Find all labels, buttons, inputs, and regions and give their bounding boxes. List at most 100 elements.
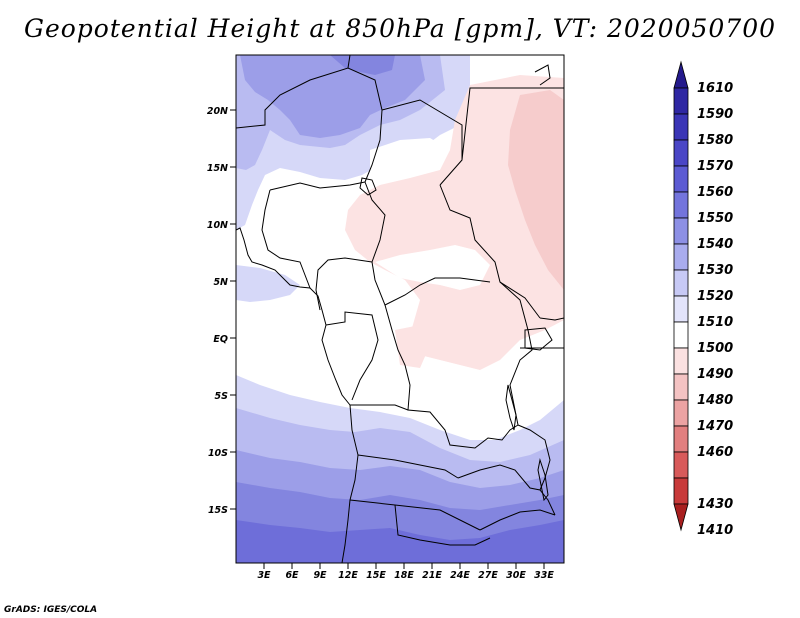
border-3 — [347, 55, 351, 69]
lat-tick-20n: 20N — [207, 106, 236, 117]
colorbar-segment — [673, 87, 689, 115]
lon-label: 18E — [394, 570, 414, 581]
border-21 — [394, 504, 491, 546]
lon-tick-9e: 9E — [313, 563, 327, 581]
lat-label: 10N — [207, 220, 228, 231]
colorbar-segment — [673, 217, 689, 245]
lon-tick-21e: 21E — [422, 563, 442, 581]
borders — [236, 55, 564, 563]
contour-1540-north — [240, 55, 425, 138]
colorbar-top-arrow — [673, 60, 689, 89]
lat-tick-15s: 15S — [208, 505, 236, 516]
lake-tanganyika — [505, 384, 517, 431]
lat-tick-15n: 15N — [207, 163, 236, 174]
colorbar-segment — [673, 347, 689, 375]
colorbar-label: 1570 — [697, 159, 733, 174]
lake-malawi — [537, 458, 549, 502]
colorbar-label: 1520 — [697, 289, 733, 304]
colorbar-segment — [673, 269, 689, 297]
lat-label: 10S — [208, 448, 228, 459]
colorbar-bottom-arrow — [673, 503, 689, 532]
colorbar-label: 1460 — [697, 445, 733, 460]
contour-1500-patch — [395, 325, 430, 368]
latitude-axis: 20N 15N 10N 5N EQ 5S 10S 15S — [207, 106, 236, 516]
lon-label: 9E — [313, 570, 327, 581]
lake-victoria — [524, 327, 553, 351]
lon-tick-24e: 24E — [450, 563, 470, 581]
border-18 — [517, 424, 551, 491]
lon-label: 21E — [422, 570, 442, 581]
lat-tick-10s: 10S — [208, 448, 236, 459]
lat-label: 15N — [207, 163, 228, 174]
border-10 — [325, 311, 379, 401]
lon-label: 6E — [285, 570, 299, 581]
colorbar-label: 1580 — [697, 133, 733, 148]
lon-tick-30e: 30E — [506, 563, 526, 581]
lon-label: 12E — [338, 570, 358, 581]
colorbar-segment — [673, 477, 689, 505]
longitude-axis: 3E 6E 9E 12E 15E 18E 21E 24E 27E 30E 33E — [257, 563, 554, 581]
coastline-west — [236, 227, 351, 406]
border-16 — [539, 317, 564, 321]
red-sea-coast — [534, 64, 551, 86]
border-13 — [357, 454, 459, 479]
colorbar-label: 1610 — [697, 81, 733, 96]
lat-label: 5S — [215, 391, 229, 402]
border-20 — [479, 509, 556, 531]
colorbar-labels: 1610 1590 1580 1570 1560 1550 1540 1530 … — [697, 81, 733, 538]
colorbar — [673, 60, 689, 532]
software-credit: GrADS: IGES/COLA — [4, 605, 98, 615]
colorbar-segment — [673, 373, 689, 401]
lon-label: 27E — [478, 570, 498, 581]
colorbar-segment — [673, 425, 689, 453]
colorbar-label: 1410 — [697, 523, 733, 538]
contour-1510-sahel — [375, 245, 490, 290]
colorbar-segment — [673, 113, 689, 141]
colorbar-label: 1560 — [697, 185, 733, 200]
lat-label: 15S — [208, 505, 228, 516]
lon-tick-3e: 3E — [257, 563, 271, 581]
height-field — [236, 55, 564, 563]
colorbar-segment — [673, 295, 689, 323]
colorbar-segment — [673, 139, 689, 167]
lon-label: 30E — [506, 570, 526, 581]
lat-label: 5N — [213, 277, 228, 288]
contour-1560-south — [236, 520, 564, 563]
lat-label: EQ — [213, 334, 228, 345]
colorbar-segment — [673, 191, 689, 219]
border-19 — [457, 464, 556, 516]
colorbar-label: 1590 — [697, 107, 733, 122]
border-11 — [384, 304, 519, 449]
border-4 — [381, 99, 463, 186]
lon-tick-18e: 18E — [394, 563, 414, 581]
border-7 — [364, 181, 491, 306]
colorbar-label: 1430 — [697, 497, 733, 512]
border-12 — [350, 404, 409, 411]
contour-1510-north — [370, 138, 450, 178]
border-8 — [315, 257, 373, 311]
lon-label: 24E — [450, 570, 470, 581]
colorbar-label: 1530 — [697, 263, 733, 278]
colorbar-label: 1470 — [697, 419, 733, 434]
colorbar-label: 1480 — [697, 393, 733, 408]
map-title: Geopotential Height at 850hPa [gpm], VT:… — [23, 14, 777, 43]
map-frame — [235, 54, 565, 564]
colorbar-segment — [673, 399, 689, 427]
colorbar-label: 1550 — [697, 211, 733, 226]
lon-label: 3E — [257, 570, 271, 581]
border-6 — [439, 184, 541, 319]
lon-tick-6e: 6E — [285, 563, 299, 581]
colorbar-label: 1490 — [697, 367, 733, 382]
lon-tick-33e: 33E — [534, 563, 554, 581]
colorbar-segment — [673, 321, 689, 349]
lon-label: 33E — [534, 570, 554, 581]
border-9 — [261, 189, 311, 289]
lon-label: 15E — [366, 570, 386, 581]
contour-1520-west — [236, 265, 300, 302]
border-15 — [499, 281, 533, 426]
colorbar-label: 1500 — [697, 341, 733, 356]
border-1 — [269, 181, 366, 191]
colorbar-segment — [673, 243, 689, 271]
colorbar-segment — [673, 451, 689, 479]
